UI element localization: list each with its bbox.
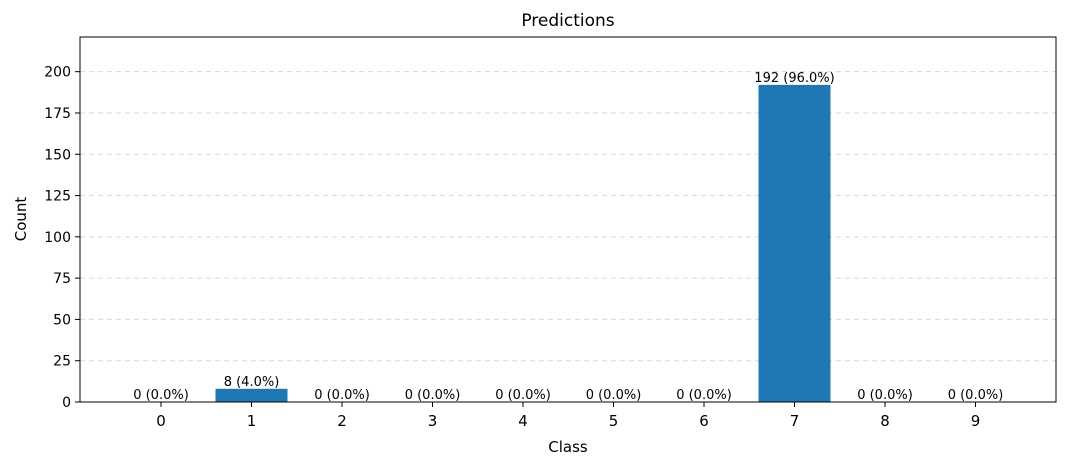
x-tick-label: 0 <box>156 412 166 430</box>
x-tick-label: 3 <box>428 412 438 430</box>
y-tick-label: 175 <box>44 106 71 122</box>
x-tick-label: 7 <box>790 412 800 430</box>
y-axis-ticks: 0 25 50 75 100 125 150 175 200 <box>44 65 80 411</box>
bars <box>215 84 831 402</box>
data-label: 0 (0.0%) <box>857 388 913 403</box>
x-tick-label: 6 <box>699 412 709 430</box>
data-labels: 0 (0.0%) 8 (4.0%) 0 (0.0%) 0 (0.0%) 0 (0.0%)… <box>133 71 1003 403</box>
chart-title: Predictions <box>521 11 614 31</box>
plot-frame <box>79 36 1057 403</box>
bar-class-7 <box>758 84 831 402</box>
bar-class-1 <box>215 388 288 402</box>
x-tick-label: 4 <box>518 412 528 430</box>
data-label: 0 (0.0%) <box>405 388 461 403</box>
y-tick-label: 150 <box>44 147 71 163</box>
data-label: 0 (0.0%) <box>314 388 370 403</box>
y-tick-label: 200 <box>44 65 71 81</box>
x-tick-label: 2 <box>337 412 347 430</box>
y-tick-label: 125 <box>44 189 71 205</box>
x-tick-label: 9 <box>971 412 981 430</box>
data-label: 0 (0.0%) <box>133 388 189 403</box>
data-label: 0 (0.0%) <box>948 388 1004 403</box>
x-axis-label: Class <box>548 438 588 456</box>
y-tick-label: 75 <box>53 271 71 287</box>
x-tick-label: 1 <box>247 412 257 430</box>
y-axis-label: Count <box>12 197 30 242</box>
y-tick-label: 0 <box>62 395 71 411</box>
data-label: 8 (4.0%) <box>224 375 280 390</box>
data-label: 192 (96.0%) <box>754 71 834 86</box>
data-label: 0 (0.0%) <box>586 388 642 403</box>
y-tick-label: 25 <box>53 354 71 370</box>
x-tick-label: 5 <box>609 412 619 430</box>
grid-lines <box>80 71 1056 362</box>
y-tick-label: 100 <box>44 230 71 246</box>
x-tick-label: 8 <box>880 412 890 430</box>
y-tick-label: 50 <box>53 312 71 328</box>
x-axis-ticks: 0 1 2 3 4 5 6 7 8 9 <box>156 402 980 430</box>
data-label: 0 (0.0%) <box>676 388 732 403</box>
data-label: 0 (0.0%) <box>495 388 551 403</box>
